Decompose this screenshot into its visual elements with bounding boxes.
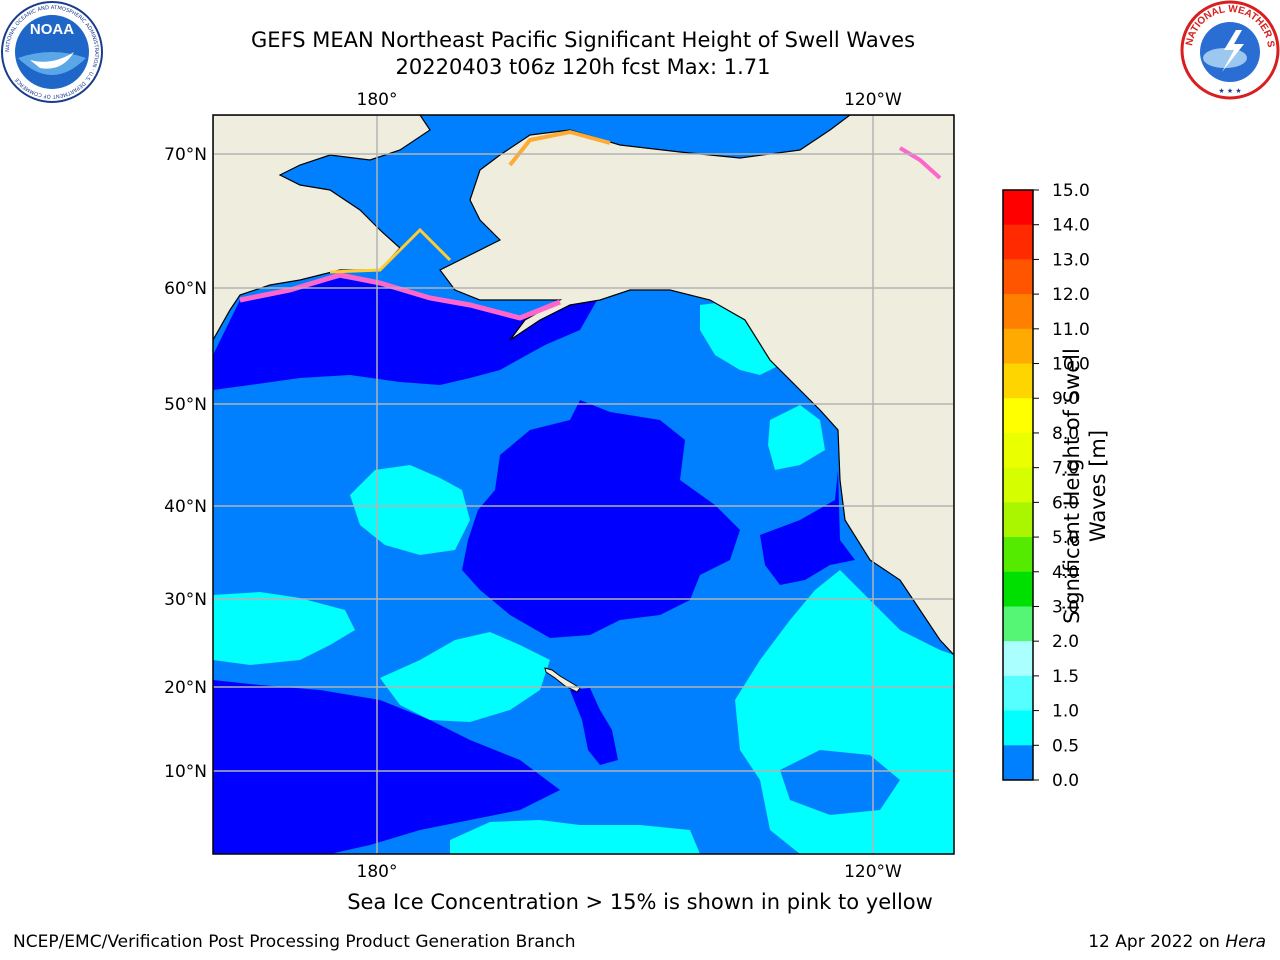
colorbar-swatch xyxy=(1003,606,1033,642)
footer-date: 12 Apr 2022 on Hera xyxy=(1088,932,1266,952)
lon-label-top-180: 180° xyxy=(357,90,398,110)
map-title: GEFS MEAN Northeast Pacific Significant … xyxy=(250,28,916,52)
cyan-patch-central-north xyxy=(350,465,470,555)
colorbar-tick-label: 7.0 xyxy=(1052,459,1079,479)
colorbar-swatch xyxy=(1003,745,1033,781)
lat-label-50n: 50°N xyxy=(164,395,207,415)
land-alaska-canada xyxy=(439,115,954,656)
colorbar-tick-label: 1.0 xyxy=(1052,702,1079,722)
cyan-patch-subtropical xyxy=(380,632,550,722)
lon-label-top-120w: 120°W xyxy=(844,90,902,110)
sea-ice-arctic xyxy=(508,129,611,167)
land-hawaii xyxy=(544,667,581,693)
lat-label-40n: 40°N xyxy=(164,497,207,517)
colorbar-title: Significant Height of Swell Waves [m] xyxy=(1060,348,1110,624)
lat-label-10n: 10°N xyxy=(164,762,207,782)
colorbar-swatch xyxy=(1003,675,1033,712)
colorbar-swatch xyxy=(1003,641,1033,677)
colorbar-swatch xyxy=(1003,502,1033,538)
colorbar-swatch xyxy=(1003,363,1033,399)
lat-label-30n: 30°N xyxy=(164,590,207,610)
colorbar-swatch xyxy=(1003,328,1033,365)
lat-label-60n: 60°N xyxy=(164,279,207,299)
colorbar-tick-label: 0.0 xyxy=(1052,771,1079,790)
colorbar-tick-label: 10.0 xyxy=(1052,355,1090,375)
colorbar-tick-label: 0.5 xyxy=(1052,736,1079,756)
lat-label-20n: 20°N xyxy=(164,678,207,698)
colorbar-tick-label: 13.0 xyxy=(1052,250,1090,270)
dark-blue-central-pool xyxy=(462,400,740,638)
colorbar-swatch xyxy=(1003,224,1033,260)
colorbar-tick-label: 6.0 xyxy=(1052,493,1079,513)
colorbar-swatch xyxy=(1003,432,1033,469)
colorbar-tick-label: 11.0 xyxy=(1052,320,1090,340)
cyan-patch-south xyxy=(450,820,700,854)
cyan-patch-pacific-northwest xyxy=(768,405,825,470)
colorbar-tick-label: 15.0 xyxy=(1052,181,1090,201)
graticule xyxy=(213,115,954,854)
colorbar-tick-label: 3.0 xyxy=(1052,597,1079,617)
dark-blue-bering-region xyxy=(213,278,600,390)
colorbar-frame xyxy=(1002,189,1034,781)
colorbar-swatch xyxy=(1003,710,1033,746)
dark-blue-hawaii-tongue xyxy=(570,688,618,765)
colorbar-tick-label: 8.0 xyxy=(1052,424,1079,444)
sea-ice-bering-edge xyxy=(329,227,452,274)
colorbar-swatch xyxy=(1003,259,1033,295)
colorbar-ticks: 15.0 14.0 13.0 12.0 11.0 10.0 9.0 8.0 7.0 6.0 5.0 4… xyxy=(1033,181,1090,790)
colorbar-swatches xyxy=(1003,190,1033,781)
nws-logo: NATIONAL WEATHER SERVICE ★ ★ ★ xyxy=(1180,0,1280,100)
colorbar-tick-label: 9.0 xyxy=(1052,389,1079,409)
footer-credit: NCEP/EMC/Verification Post Processing Pr… xyxy=(13,932,576,952)
colorbar-swatch xyxy=(1003,398,1033,434)
svg-text:★ ★ ★: ★ ★ ★ xyxy=(1218,87,1241,95)
footer-host: Hera xyxy=(1225,932,1266,952)
sea-ice-caption: Sea Ice Concentration > 15% is shown in … xyxy=(347,890,933,914)
colorbar: 15.0 14.0 13.0 12.0 11.0 10.0 9.0 8.0 7.0 6.0 5.0 4… xyxy=(1002,181,1090,790)
map-frame xyxy=(212,114,955,855)
colorbar-swatch xyxy=(1003,571,1033,607)
colorbar-swatch xyxy=(1003,467,1033,503)
footer-date-text: 12 Apr 2022 on xyxy=(1088,932,1226,952)
cyan-patch-west xyxy=(213,592,355,665)
colorbar-tick-label: 2.0 xyxy=(1052,632,1079,652)
dark-blue-southwest xyxy=(213,680,560,854)
lon-label-bottom-120w: 120°W xyxy=(844,862,902,880)
colorbar-tick-label: 5.0 xyxy=(1052,528,1079,548)
colorbar-tick-label: 1.5 xyxy=(1052,667,1079,687)
noaa-logo: NOAA NATIONAL OCEANIC AND ATMOSPHERIC AD… xyxy=(1,1,103,103)
colorbar-tick-label: 12.0 xyxy=(1052,285,1090,305)
dark-blue-california-coast xyxy=(760,470,855,585)
swell-wave-map: 180° 120°W 180° 120°W 70°N 60°N 50°N 40°… xyxy=(164,90,955,880)
lon-label-bottom-180: 180° xyxy=(357,862,398,880)
sea-ice-beaufort xyxy=(898,146,942,180)
colorbar-swatch xyxy=(1003,537,1033,573)
noaa-logo-text: NOAA xyxy=(30,21,74,38)
colorbar-tick-label: 14.0 xyxy=(1052,216,1090,236)
cyan-patch-southeast-interior xyxy=(780,750,900,815)
colorbar-tick-label: 4.0 xyxy=(1052,563,1079,583)
colorbar-swatch xyxy=(1003,294,1033,330)
map-subtitle: 20220403 t06z 120h fcst Max: 1.71 xyxy=(395,55,771,79)
lat-label-70n: 70°N xyxy=(164,145,207,165)
colorbar-swatch xyxy=(1003,190,1033,226)
